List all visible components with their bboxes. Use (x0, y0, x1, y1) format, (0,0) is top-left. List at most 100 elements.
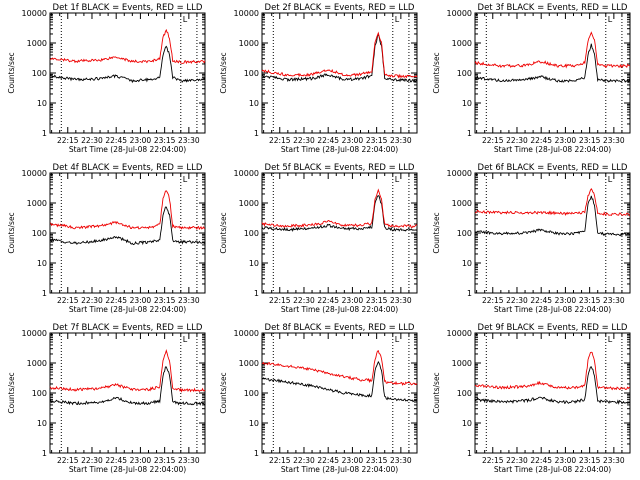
chart-panel-9: Det 9f BLACK = Events, RED = LLD Counts/s… (432, 323, 631, 474)
panel-1-y-axis-label: Counts/sec (7, 52, 16, 93)
panel-5-x-tick-label: 22:45 (317, 296, 339, 305)
panel-4-y-tick-label: 10 (37, 259, 47, 268)
panel-5-corner-mark: L (395, 175, 400, 184)
panel-8-y-tick-label: 100 (244, 389, 259, 398)
panel-2-y-tick-label: 1000 (239, 39, 259, 48)
panel-2-x-tick-label: 22:15 (269, 136, 291, 145)
panel-7-x-tick-label: 22:15 (57, 456, 79, 465)
panel-6-y-tick-label: 1000 (452, 199, 472, 208)
panel-8-series-lld-line (261, 349, 418, 386)
panel-4-y-tick-label: 1000 (27, 199, 47, 208)
panel-9-series-events-line (474, 366, 631, 405)
panel-1-title: Det 1f BLACK = Events, RED = LLD (53, 3, 203, 13)
panel-4-plot-frame (49, 172, 206, 294)
panel-4-series-events-line (49, 206, 206, 246)
panel-6-x-tick-label: 23:00 (555, 296, 577, 305)
panel-6-y-tick-label: 100 (457, 229, 472, 238)
panel-3-x-axis-label: Start Time (28-Jul-08 22:04:00) (494, 145, 611, 154)
panel-4-x-tick-label: 23:30 (178, 296, 200, 305)
chart-panel-5: Det 5f BLACK = Events, RED = LLD Counts/s… (219, 163, 418, 314)
panel-5-title: Det 5f BLACK = Events, RED = LLD (265, 163, 415, 173)
panel-8-x-tick-label: 22:30 (293, 456, 315, 465)
panel-1-x-tick-label: 22:15 (57, 136, 79, 145)
panel-9-y-tick-label: 1 (467, 449, 472, 458)
panel-2-y-tick-label: 10000 (234, 9, 259, 18)
panel-5-y-tick-label: 1000 (239, 199, 259, 208)
panel-1-x-tick-label: 23:00 (130, 136, 152, 145)
panel-2-series-lld-line (261, 31, 418, 79)
panel-3-plot-frame (474, 12, 631, 134)
panel-5-y-axis-label: Counts/sec (219, 212, 228, 253)
panel-3-x-tick-label: 22:15 (482, 136, 504, 145)
panel-4-x-tick-label: 23:15 (154, 296, 176, 305)
panel-1-x-tick-label: 22:45 (105, 136, 127, 145)
panel-3-x-tick-label: 23:00 (555, 136, 577, 145)
panel-9-x-tick-label: 23:15 (579, 456, 601, 465)
panel-3-y-tick-label: 10000 (447, 9, 472, 18)
panel-1-x-axis-label: Start Time (28-Jul-08 22:04:00) (69, 145, 186, 154)
panel-2-x-axis-label: Start Time (28-Jul-08 22:04:00) (281, 145, 398, 154)
panel-7-series-lld-line (49, 349, 206, 393)
panel-9-x-tick-label: 22:15 (482, 456, 504, 465)
panel-9-corner-mark: L (608, 335, 613, 344)
panel-8-series-events-line (261, 360, 418, 403)
panel-1-y-tick-label: 100 (32, 69, 47, 78)
panel-3-y-tick-label: 1 (467, 129, 472, 138)
panel-3-title: Det 3f BLACK = Events, RED = LLD (478, 3, 628, 13)
panel-4-y-tick-label: 10000 (22, 169, 47, 178)
panel-4-title: Det 4f BLACK = Events, RED = LLD (53, 163, 203, 173)
panel-8-x-tick-label: 23:15 (366, 456, 388, 465)
panel-7-x-axis-label: Start Time (28-Jul-08 22:04:00) (69, 465, 186, 474)
panel-5-y-tick-label: 1 (254, 289, 259, 298)
panel-6-corner-mark: L (608, 175, 613, 184)
panel-3-x-tick-label: 23:30 (603, 136, 625, 145)
panel-5-x-tick-label: 22:15 (269, 296, 291, 305)
panel-2-y-axis-label: Counts/sec (219, 52, 228, 93)
panel-7-y-tick-label: 1 (42, 449, 47, 458)
panel-8-y-tick-label: 1000 (239, 359, 259, 368)
panel-9-plot-frame (474, 332, 631, 454)
panel-1-y-tick-label: 10 (37, 99, 47, 108)
panel-6-x-tick-label: 23:15 (579, 296, 601, 305)
panel-1-series-events-line (49, 45, 206, 84)
panel-7-corner-mark: L (183, 335, 188, 344)
panel-8-y-tick-label: 10000 (234, 329, 259, 338)
panel-3-corner-mark: L (608, 15, 613, 24)
panel-3-x-tick-label: 22:45 (530, 136, 552, 145)
panel-7-y-tick-label: 1000 (27, 359, 47, 368)
panel-6-series-events-line (474, 195, 631, 237)
panel-6-x-tick-label: 22:45 (530, 296, 552, 305)
chart-panel-8: Det 8f BLACK = Events, RED = LLD Counts/s… (219, 323, 418, 474)
panel-1-y-tick-label: 10000 (22, 9, 47, 18)
chart-panel-2: Det 2f BLACK = Events, RED = LLD Counts/s… (219, 3, 418, 154)
panel-5-x-tick-label: 23:00 (342, 296, 364, 305)
panel-2-corner-mark: L (395, 15, 400, 24)
panel-8-x-tick-label: 23:00 (342, 456, 364, 465)
panel-2-y-tick-label: 1 (254, 129, 259, 138)
panel-7-y-tick-label: 100 (32, 389, 47, 398)
panel-6-y-axis-label: Counts/sec (432, 212, 441, 253)
panel-2-x-tick-label: 23:15 (366, 136, 388, 145)
panel-3-y-tick-label: 10 (462, 99, 472, 108)
panel-9-y-tick-label: 100 (457, 389, 472, 398)
panel-7-plot-frame (49, 332, 206, 454)
panel-1-x-tick-label: 23:15 (154, 136, 176, 145)
panel-7-y-tick-label: 10000 (22, 329, 47, 338)
panel-7-x-tick-label: 22:45 (105, 456, 127, 465)
panel-4-series-lld-line (49, 190, 206, 231)
panel-8-x-tick-label: 22:15 (269, 456, 291, 465)
panel-4-x-tick-label: 23:00 (130, 296, 152, 305)
panel-2-x-tick-label: 22:45 (317, 136, 339, 145)
panel-8-y-axis-label: Counts/sec (219, 372, 228, 413)
panel-9-x-tick-label: 22:45 (530, 456, 552, 465)
panel-5-y-tick-label: 10 (249, 259, 259, 268)
panel-8-x-tick-label: 23:30 (390, 456, 412, 465)
panel-3-x-tick-label: 23:15 (579, 136, 601, 145)
panel-9-y-tick-label: 10000 (447, 329, 472, 338)
panel-6-title: Det 6f BLACK = Events, RED = LLD (478, 163, 628, 173)
panel-9-y-tick-label: 1000 (452, 359, 472, 368)
panel-4-x-tick-label: 22:15 (57, 296, 79, 305)
panel-7-y-tick-label: 10 (37, 419, 47, 428)
panel-1-series-lld-line (49, 28, 206, 65)
